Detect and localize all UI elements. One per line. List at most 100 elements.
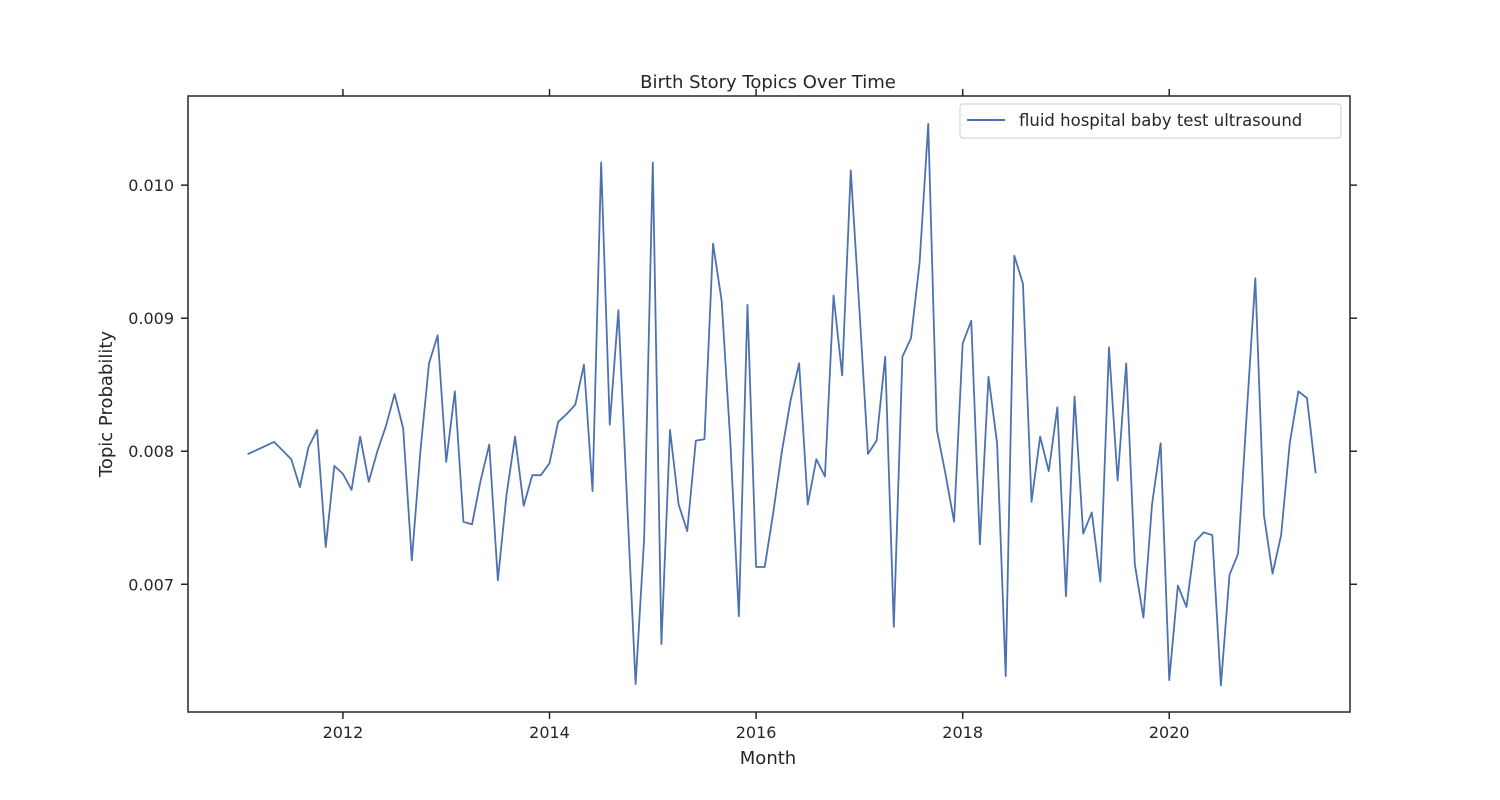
data-point xyxy=(1280,534,1282,536)
data-point xyxy=(996,442,998,444)
data-point xyxy=(850,170,852,172)
series-line xyxy=(247,123,1317,687)
data-point xyxy=(764,566,766,568)
data-point xyxy=(746,304,748,306)
data-point xyxy=(617,309,619,311)
data-point xyxy=(462,521,464,523)
data-point xyxy=(1151,503,1153,505)
tick-layer xyxy=(181,89,1357,719)
data-point xyxy=(841,374,843,376)
data-point xyxy=(643,537,645,539)
x-tick-label: 2018 xyxy=(942,723,983,742)
data-point xyxy=(351,489,353,491)
data-point xyxy=(1194,541,1196,543)
data-point xyxy=(471,523,473,525)
data-point xyxy=(1289,442,1291,444)
data-point xyxy=(987,376,989,378)
data-point xyxy=(876,440,878,442)
data-point xyxy=(910,337,912,339)
tick-label-layer: 2012 2014 2016 2018 2020 0.007 0.008 0.009 0.010 xyxy=(128,176,1189,742)
data-point xyxy=(574,404,576,406)
data-point-layer xyxy=(247,123,1316,686)
data-point xyxy=(368,481,370,483)
data-point xyxy=(979,543,981,545)
data-point xyxy=(944,473,946,475)
data-point xyxy=(1117,480,1119,482)
data-point xyxy=(927,123,929,125)
data-point xyxy=(867,453,869,455)
data-point xyxy=(333,465,335,467)
data-point xyxy=(290,458,292,460)
data-point xyxy=(936,429,938,431)
data-point xyxy=(531,474,533,476)
data-point xyxy=(738,615,740,617)
plot-frame xyxy=(187,95,1351,713)
data-point xyxy=(376,450,378,452)
data-point xyxy=(549,462,551,464)
data-point xyxy=(669,429,671,431)
y-tick-label: 0.010 xyxy=(128,176,174,195)
data-point xyxy=(1108,346,1110,348)
data-point xyxy=(1005,675,1007,677)
data-point xyxy=(454,390,456,392)
data-point xyxy=(721,300,723,302)
data-point xyxy=(394,393,396,395)
data-point xyxy=(1125,362,1127,364)
data-point xyxy=(402,428,404,430)
data-point xyxy=(970,320,972,322)
data-point xyxy=(557,421,559,423)
data-point xyxy=(626,498,628,500)
data-point xyxy=(411,559,413,561)
data-point xyxy=(695,440,697,442)
data-point xyxy=(962,342,964,344)
y-tick-label: 0.007 xyxy=(128,575,174,594)
data-point xyxy=(1211,534,1213,536)
data-point xyxy=(1091,511,1093,513)
data-point xyxy=(660,643,662,645)
data-point xyxy=(342,473,344,475)
data-point xyxy=(1048,470,1050,472)
data-point xyxy=(497,579,499,581)
data-point xyxy=(815,458,817,460)
data-point xyxy=(1013,255,1015,257)
data-point xyxy=(1272,573,1274,575)
data-point xyxy=(1185,606,1187,608)
data-point xyxy=(790,400,792,402)
data-point xyxy=(359,436,361,438)
data-point xyxy=(833,295,835,297)
data-point xyxy=(1082,533,1084,535)
x-tick-label: 2020 xyxy=(1149,723,1190,742)
data-point xyxy=(385,425,387,427)
data-point xyxy=(703,438,705,440)
data-point xyxy=(919,261,921,263)
data-point xyxy=(1203,531,1205,533)
data-point xyxy=(1246,413,1248,415)
data-point xyxy=(712,243,714,245)
data-point xyxy=(678,503,680,505)
data-point xyxy=(781,450,783,452)
x-tick-label: 2016 xyxy=(736,723,777,742)
data-point xyxy=(1039,436,1041,438)
data-point xyxy=(1160,442,1162,444)
y-tick-label: 0.008 xyxy=(128,442,174,461)
data-point xyxy=(1237,553,1239,555)
data-point xyxy=(1031,501,1033,503)
data-point xyxy=(807,503,809,505)
legend: fluid hospital baby test ultrasound xyxy=(959,103,1342,139)
data-point xyxy=(540,474,542,476)
data-point xyxy=(523,505,525,507)
x-axis-title: Month xyxy=(740,748,796,769)
data-point xyxy=(824,476,826,478)
data-point xyxy=(247,453,249,455)
data-point xyxy=(1134,563,1136,565)
data-point xyxy=(652,162,654,164)
data-point xyxy=(583,364,585,366)
data-point xyxy=(884,356,886,358)
data-point xyxy=(600,162,602,164)
y-axis-title: Topic Probability xyxy=(96,331,117,478)
data-point xyxy=(1263,514,1265,516)
data-point xyxy=(609,424,611,426)
data-point xyxy=(1168,679,1170,681)
data-point xyxy=(1229,574,1231,576)
